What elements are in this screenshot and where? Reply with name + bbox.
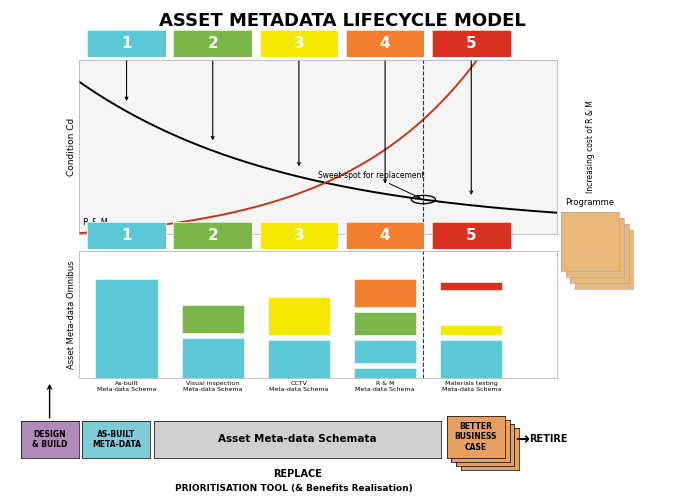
Bar — [354, 279, 416, 307]
Text: Programme: Programme — [565, 198, 614, 207]
Text: AS-BUILT
META-DATA: AS-BUILT META-DATA — [92, 430, 141, 449]
Bar — [440, 341, 502, 378]
Text: 1: 1 — [121, 228, 132, 244]
Text: →: → — [515, 430, 529, 449]
Y-axis label: Condition Cd: Condition Cd — [67, 118, 76, 176]
Text: Increasing cost of R & M: Increasing cost of R & M — [586, 101, 595, 193]
Text: 4: 4 — [380, 228, 391, 244]
Text: 3: 3 — [293, 36, 304, 51]
Bar — [182, 305, 244, 333]
Text: 2: 2 — [207, 228, 218, 244]
Bar — [267, 297, 330, 335]
Bar — [354, 341, 416, 363]
Bar — [354, 312, 416, 335]
Text: 4: 4 — [380, 36, 391, 51]
Text: 5: 5 — [466, 36, 477, 51]
Text: PRIORITISATION TOOL (& Benefits Realisation): PRIORITISATION TOOL (& Benefits Realisat… — [175, 484, 413, 493]
Text: BETTER
BUSINESS
CASE: BETTER BUSINESS CASE — [455, 422, 497, 452]
Bar — [267, 341, 330, 378]
Text: R & M: R & M — [83, 218, 108, 227]
Text: REPLACE: REPLACE — [273, 469, 322, 479]
Text: Sweet-spot for replacement: Sweet-spot for replacement — [318, 171, 425, 198]
X-axis label: TIME: TIME — [305, 236, 331, 246]
Bar — [95, 279, 157, 378]
Text: 2: 2 — [207, 36, 218, 51]
Text: 3: 3 — [293, 228, 304, 244]
Bar — [354, 369, 416, 378]
Y-axis label: Asset Meta-data Omnibus: Asset Meta-data Omnibus — [67, 260, 76, 370]
Bar — [440, 282, 502, 290]
Text: 5: 5 — [466, 228, 477, 244]
Text: ASSET METADATA LIFECYCLE MODEL: ASSET METADATA LIFECYCLE MODEL — [159, 12, 525, 30]
Bar — [182, 338, 244, 378]
Text: RETIRE: RETIRE — [529, 434, 567, 445]
Bar — [440, 325, 502, 335]
Text: DESIGN
& BUILD: DESIGN & BUILD — [32, 430, 67, 449]
Text: Asset Meta-data Schemata: Asset Meta-data Schemata — [218, 434, 377, 445]
Text: 1: 1 — [121, 36, 132, 51]
